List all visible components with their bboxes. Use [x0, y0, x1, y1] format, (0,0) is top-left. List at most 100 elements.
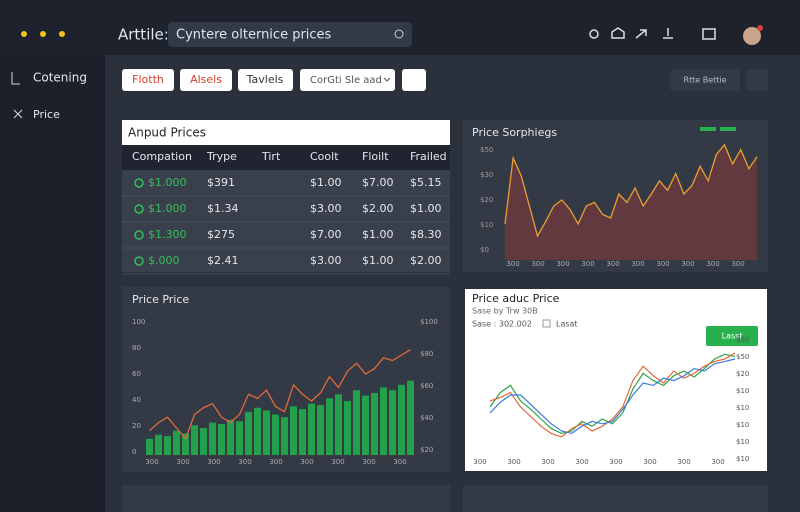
legend-item: Sase : 302.002: [472, 320, 532, 329]
button[interactable]: [238, 69, 293, 91]
x-tick-label: 300: [606, 260, 619, 268]
x-tick-label: 300: [331, 458, 344, 466]
line: [489, 353, 736, 435]
icon[interactable]: [663, 28, 673, 39]
line-panel: [465, 289, 767, 471]
x-tick-label: 300: [706, 260, 719, 268]
icon[interactable]: [589, 29, 599, 39]
y-tick-label: $20: [420, 446, 433, 454]
line: [149, 349, 411, 441]
line: [489, 352, 736, 438]
y-tick-label: $10: [736, 455, 749, 463]
status-icon: [134, 204, 144, 214]
area-line: [504, 143, 758, 238]
table-header-bar: [122, 120, 450, 145]
bar: [146, 438, 153, 455]
column-header: Floilt: [362, 150, 389, 163]
table-cell: $1.000: [148, 176, 187, 189]
table-cell: $1.00: [410, 202, 442, 215]
y-tick-label: 100: [132, 318, 145, 326]
bar: [263, 410, 270, 455]
x-tick-label: 300: [711, 458, 724, 466]
column-header: Frailed: [410, 150, 447, 163]
x-tick-label: 300: [609, 458, 622, 466]
dot: [59, 31, 65, 37]
table-cell: $3.00: [310, 202, 342, 215]
nav-item[interactable]: Price: [33, 108, 60, 121]
legend-item: Lasat: [556, 320, 578, 329]
bar: [308, 403, 315, 455]
nav-item[interactable]: Cotening: [33, 71, 87, 85]
dot: [40, 31, 46, 37]
y-tick-label: $20: [480, 196, 493, 204]
y-tick-label: $10: [736, 438, 749, 446]
icon[interactable]: [611, 27, 625, 39]
y-tick-label: $40: [420, 414, 433, 422]
panel-subtitle: Sase by Trw 30B: [472, 307, 538, 316]
bar: [272, 414, 279, 455]
table-cell: $2.00: [410, 254, 442, 267]
top-icons: [589, 27, 716, 40]
avatar[interactable]: [743, 27, 761, 45]
legend-swatch: [720, 127, 736, 131]
y-tick-label: 40: [132, 396, 141, 404]
x-tick-label: 300: [362, 458, 375, 466]
table-title: Anpud Prices: [128, 126, 206, 140]
table-cell: $2.00: [362, 202, 394, 215]
bar: [236, 421, 243, 455]
table-cell: $1.000: [148, 202, 187, 215]
table-cell: $.000: [148, 254, 180, 267]
button[interactable]: [180, 69, 232, 91]
dropdown[interactable]: [300, 69, 395, 91]
bar: [353, 390, 360, 455]
table-cell: $1.300: [148, 228, 187, 241]
legend-swatch: [700, 127, 716, 131]
search-box[interactable]: [168, 22, 412, 47]
table-cell: $5.15: [410, 176, 442, 189]
badge: [757, 25, 763, 31]
icon[interactable]: [702, 28, 716, 40]
button[interactable]: [746, 69, 768, 91]
y-tick-label: 0: [132, 448, 136, 456]
table-cell: $1.00: [310, 176, 342, 189]
bar: [290, 406, 297, 455]
x-tick-label: 300: [207, 458, 220, 466]
tooltip: [706, 326, 758, 346]
button-label: Alsels: [190, 73, 222, 86]
table-cell: $8.30: [410, 228, 442, 241]
status-icon: [134, 256, 144, 266]
bar: [245, 411, 252, 455]
column-header: Trype: [206, 150, 237, 163]
bar: [407, 380, 414, 455]
x-tick-label: 300: [506, 260, 519, 268]
x-tick-label: 300: [393, 458, 406, 466]
y-tick-label: 60: [132, 370, 141, 378]
button[interactable]: [122, 69, 174, 91]
y-tick-label: 80: [132, 344, 141, 352]
status-icon: [134, 230, 144, 240]
search-text: Cyntere olternice prices: [176, 28, 332, 43]
x-tick-label: 300: [507, 458, 520, 466]
icon[interactable]: [635, 29, 647, 39]
bar: [182, 433, 189, 455]
y-tick-label: $80: [420, 350, 433, 358]
x-tick-label: 300: [238, 458, 251, 466]
y-tick-label: 20: [132, 422, 141, 430]
bar: [326, 398, 333, 455]
tooltip-text: Lasst: [722, 332, 743, 341]
line: [489, 358, 736, 435]
bar: [362, 395, 369, 455]
x-tick-label: 300: [556, 260, 569, 268]
button[interactable]: [670, 69, 740, 91]
table-cell: $2.41: [207, 254, 239, 267]
search-icon[interactable]: [394, 29, 404, 39]
table-cell: $275: [207, 228, 235, 241]
icon: [13, 109, 23, 119]
dropdown-label: CorGti Sle aad: [310, 75, 382, 86]
y-tick-label: $0: [480, 246, 489, 254]
x-tick-label: 300: [541, 458, 554, 466]
button[interactable]: [402, 69, 426, 91]
table-cell: $7.00: [362, 176, 394, 189]
bar: [191, 425, 198, 455]
x-tick-label: 300: [269, 458, 282, 466]
